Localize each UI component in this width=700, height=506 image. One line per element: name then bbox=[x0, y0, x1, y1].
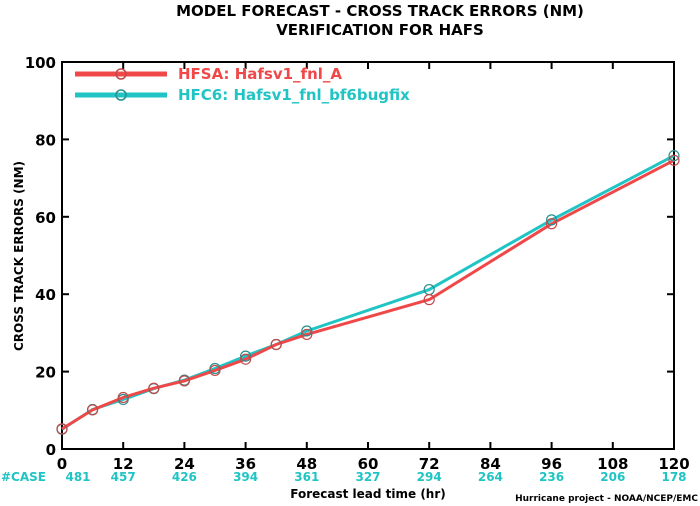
data-point bbox=[668, 150, 680, 162]
x-tick-label: 72 bbox=[419, 455, 440, 473]
series-line-0 bbox=[61, 158, 675, 431]
data-point bbox=[148, 382, 160, 394]
data-point bbox=[240, 350, 252, 362]
legend-label-hfsa: HFSA: Hafsv1_fnl_A bbox=[178, 65, 342, 83]
x-tick-label: 84 bbox=[480, 455, 501, 473]
y-axis: 0 20 40 60 80 100 bbox=[25, 54, 674, 459]
data-point bbox=[270, 338, 282, 351]
case-count: 236 bbox=[539, 470, 564, 484]
case-count: 394 bbox=[233, 470, 258, 484]
case-count: 481 bbox=[65, 470, 90, 484]
y-axis-label: CROSS TRACK ERRORS (NM) bbox=[12, 161, 26, 351]
y-tick-label: 40 bbox=[35, 286, 56, 304]
case-count: 206 bbox=[600, 470, 625, 484]
data-point bbox=[86, 404, 99, 416]
x-axis: 0 12 24 36 48 60 72 84 96 108 120 bbox=[57, 62, 690, 473]
case-counts: 481 457 426 394 361 327 294 264 236 206 178 bbox=[65, 470, 686, 484]
case-count-label: #CASE bbox=[1, 470, 46, 484]
plot-frame bbox=[61, 61, 675, 450]
chart-title: MODEL FORECAST - CROSS TRACK ERRORS (NM) bbox=[176, 2, 584, 20]
x-tick-label: 0 bbox=[57, 455, 67, 473]
x-tick-label: 120 bbox=[658, 455, 689, 473]
data-point bbox=[209, 364, 221, 377]
x-tick-label: 36 bbox=[235, 455, 256, 473]
case-count: 361 bbox=[294, 470, 319, 484]
data-point bbox=[240, 353, 252, 365]
legend: HFSA: Hafsv1_fnl_A HFC6: Hafsv1_fnl_bf6b… bbox=[75, 65, 410, 104]
x-tick-label: 24 bbox=[174, 455, 195, 473]
case-count: 264 bbox=[478, 470, 503, 484]
x-tick-label: 60 bbox=[358, 455, 379, 473]
data-point bbox=[545, 218, 558, 230]
x-tick-label: 48 bbox=[296, 455, 317, 473]
case-count: 178 bbox=[661, 470, 686, 484]
chart-subtitle: VERIFICATION FOR HAFS bbox=[276, 21, 484, 39]
y-tick-label: 80 bbox=[35, 131, 56, 149]
case-count: 426 bbox=[172, 470, 197, 484]
data-point bbox=[668, 154, 680, 166]
credit-text: Hurricane project - NOAA/NCEP/EMC bbox=[515, 494, 698, 504]
y-tick-label: 20 bbox=[35, 364, 56, 382]
data-point bbox=[117, 391, 129, 404]
data-point bbox=[545, 214, 558, 226]
case-count: 457 bbox=[111, 470, 136, 484]
series-layer bbox=[56, 150, 680, 435]
case-count: 294 bbox=[417, 470, 442, 484]
data-point bbox=[301, 328, 313, 341]
data-point bbox=[301, 325, 313, 337]
legend-marker-hfsa bbox=[115, 68, 127, 80]
case-count: 327 bbox=[355, 470, 380, 484]
y-tick-label: 0 bbox=[46, 441, 56, 459]
x-tick-label: 108 bbox=[597, 455, 628, 473]
y-tick-label: 100 bbox=[25, 54, 56, 72]
data-point bbox=[56, 423, 68, 435]
x-axis-label: Forecast lead time (hr) bbox=[290, 487, 446, 501]
legend-label-hfc6: HFC6: Hafsv1_fnl_bf6bugfix bbox=[178, 86, 410, 104]
x-tick-label: 12 bbox=[113, 455, 134, 473]
y-tick-label: 60 bbox=[35, 209, 56, 227]
data-point bbox=[178, 375, 190, 387]
x-tick-label: 96 bbox=[541, 455, 562, 473]
legend-marker-hfc6 bbox=[115, 89, 127, 101]
data-point bbox=[423, 294, 435, 306]
